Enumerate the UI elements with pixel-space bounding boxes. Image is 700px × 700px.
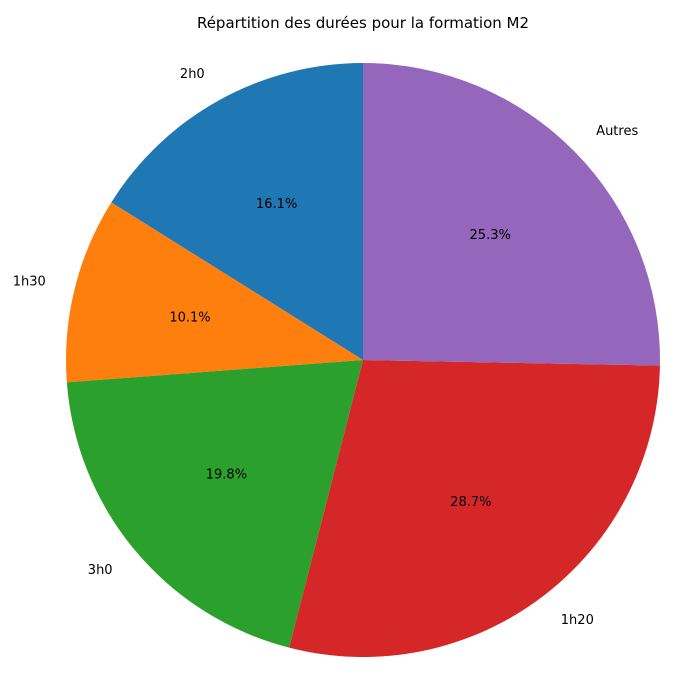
pct-label-autres: 25.3% — [470, 228, 511, 243]
slice-label-1h30: 1h30 — [13, 275, 46, 290]
chart-title: Répartition des durées pour la formation… — [197, 14, 529, 32]
slice-label-2h0: 2h0 — [180, 67, 205, 82]
slice-label-3h0: 3h0 — [88, 563, 113, 578]
pie-slice-1h20 — [289, 360, 660, 657]
pct-label-3h0: 19.8% — [206, 467, 247, 482]
pie-slice-3h0 — [66, 360, 363, 648]
pct-label-1h20: 28.7% — [450, 495, 491, 510]
slice-label-autres: Autres — [596, 124, 638, 139]
pie-slice-2h0 — [111, 63, 363, 360]
pct-label-1h30: 10.1% — [169, 310, 210, 325]
pie-slices — [65, 63, 661, 657]
slice-label-1h20: 1h20 — [561, 613, 594, 628]
pie-labels: 16.1% 2h0 10.1% 1h30 19.8% 3h0 28.7% 1h20 25.3% A… — [13, 67, 639, 628]
pie-slice-1h30 — [65, 202, 363, 383]
pie-slice-autres — [363, 63, 661, 366]
pct-label-2h0: 16.1% — [256, 197, 297, 212]
